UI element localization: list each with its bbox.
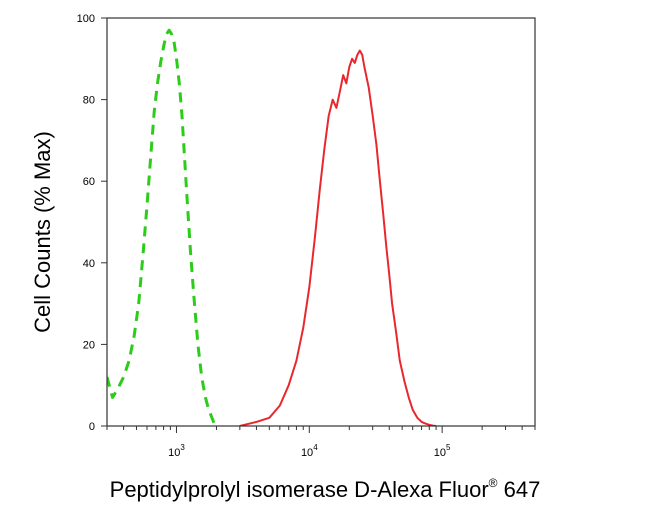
x-tick-label: 103	[168, 443, 185, 459]
y-tick-label: 0	[89, 421, 95, 433]
x-tick-label-base: 10	[301, 447, 313, 459]
x-tick-label-exponent: 5	[446, 443, 451, 452]
x-tick-label: 104	[301, 443, 318, 459]
y-tick-label: 80	[83, 95, 95, 107]
plot-area	[107, 28, 437, 426]
x-axis-label-main: Peptidylprolyl isomerase D-Alexa Fluor	[110, 477, 489, 502]
x-axis-label-superscript: ®	[489, 476, 498, 490]
x-tick-label-exponent: 4	[313, 443, 318, 452]
x-axis-label-suffix: 647	[498, 477, 541, 502]
series-line-1	[107, 28, 217, 426]
y-tick-label: 100	[77, 13, 95, 25]
y-tick-label: 60	[83, 176, 95, 188]
x-tick-label: 105	[434, 443, 451, 459]
x-tick-label-base: 10	[168, 447, 180, 459]
labels: Cell Counts (% Max) Peptidylprolyl isome…	[30, 131, 540, 502]
x-tick-label-base: 10	[434, 447, 446, 459]
y-tick-label: 40	[83, 258, 95, 270]
plot-frame	[106, 17, 536, 427]
y-tick-label: 20	[83, 339, 95, 351]
series-line-2	[239, 49, 437, 426]
x-axis-label: Peptidylprolyl isomerase D-Alexa Fluor® …	[110, 476, 541, 502]
x-tick-label-exponent: 3	[180, 443, 185, 452]
y-axis-label: Cell Counts (% Max)	[30, 131, 55, 333]
